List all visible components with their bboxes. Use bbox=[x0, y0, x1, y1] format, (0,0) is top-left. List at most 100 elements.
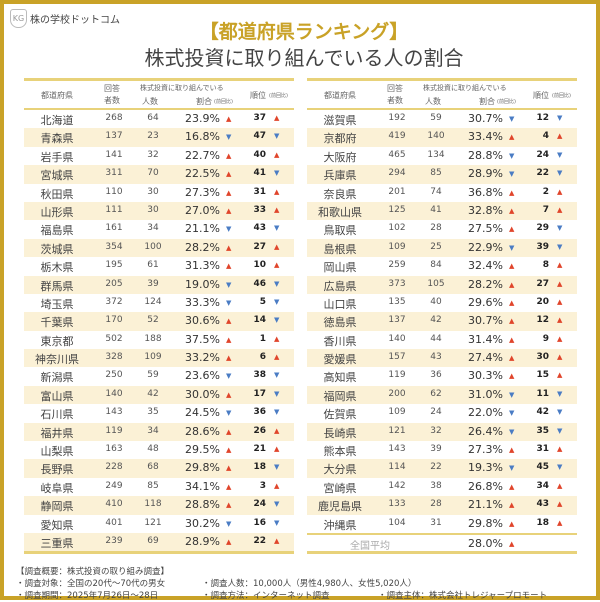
answer-count: 195 bbox=[105, 260, 123, 271]
prefecture-name: 大分県 bbox=[323, 463, 357, 477]
ratio-up-arrow-icon: ▲ bbox=[509, 446, 515, 455]
prefecture-name: 佐賀県 bbox=[323, 408, 357, 422]
investor-ratio: 33.4% bbox=[468, 130, 503, 144]
answer-count: 294 bbox=[388, 168, 406, 179]
rank: 26 bbox=[253, 425, 266, 436]
col-people: 人数 bbox=[425, 97, 441, 106]
rank-down-arrow-icon: ▼ bbox=[274, 169, 280, 178]
investor-count: 85 bbox=[430, 168, 442, 179]
investor-count: 38 bbox=[430, 480, 442, 491]
prefecture-name: 香川県 bbox=[323, 334, 357, 348]
col-ratio-note: (前回比) bbox=[497, 99, 516, 105]
rank: 45 bbox=[536, 462, 549, 473]
rank-up-arrow-icon: ▲ bbox=[557, 187, 563, 196]
answer-count: 192 bbox=[388, 113, 406, 123]
rank: 46 bbox=[253, 278, 266, 289]
ratio-down-arrow-icon: ▼ bbox=[226, 409, 232, 418]
investor-count: 42 bbox=[147, 388, 159, 399]
investor-ratio: 30.0% bbox=[185, 387, 220, 401]
table-row: 福島県 161 34 21.1% ▼ 43 ▼ bbox=[24, 220, 294, 238]
ratio-down-arrow-icon: ▼ bbox=[509, 170, 515, 179]
ratio-down-arrow-icon: ▼ bbox=[509, 390, 515, 399]
investor-count: 62 bbox=[430, 388, 442, 399]
table-row: 岐阜県 249 85 34.1% ▲ 3 ▲ bbox=[24, 478, 294, 496]
prefecture-name: 栃木県 bbox=[40, 261, 74, 275]
ratio-up-arrow-icon: ▲ bbox=[509, 354, 515, 363]
rank: 27 bbox=[253, 241, 266, 252]
answer-count: 114 bbox=[388, 462, 406, 473]
prefecture-name: 富山県 bbox=[40, 389, 74, 403]
ratio-up-arrow-icon: ▲ bbox=[226, 317, 232, 326]
table-row: 鹿児島県 133 28 21.1% ▲ 43 ▲ bbox=[307, 496, 577, 515]
prefecture-name: 山口県 bbox=[323, 297, 357, 311]
investor-count: 124 bbox=[144, 296, 162, 307]
answer-count: 268 bbox=[105, 113, 123, 123]
investor-count: 74 bbox=[430, 186, 442, 197]
investor-ratio: 32.8% bbox=[468, 203, 503, 217]
rank-down-arrow-icon: ▼ bbox=[557, 463, 563, 472]
rank-up-arrow-icon: ▲ bbox=[557, 445, 563, 454]
rank-up-arrow-icon: ▲ bbox=[274, 114, 280, 122]
ratio-up-arrow-icon: ▲ bbox=[509, 298, 515, 307]
ratio-up-arrow-icon: ▲ bbox=[226, 262, 232, 271]
investor-count: 41 bbox=[430, 204, 442, 215]
answer-count: 143 bbox=[388, 444, 406, 455]
investor-count: 28 bbox=[430, 223, 442, 234]
answer-count: 372 bbox=[105, 296, 123, 307]
survey-method: ・調査方法：インターネット調査 bbox=[202, 591, 330, 601]
answer-count: 121 bbox=[388, 425, 406, 436]
answer-count: 157 bbox=[388, 352, 406, 363]
col-pref: 都道府県 bbox=[41, 91, 73, 100]
answer-count: 142 bbox=[388, 480, 406, 491]
rank-down-arrow-icon: ▼ bbox=[274, 518, 280, 527]
table-row: 愛媛県 157 43 27.4% ▲ 30 ▲ bbox=[307, 349, 577, 368]
rank: 20 bbox=[536, 296, 549, 307]
rank-down-arrow-icon: ▼ bbox=[557, 389, 563, 398]
ratio-up-arrow-icon: ▲ bbox=[509, 262, 515, 271]
ratio-up-arrow-icon: ▲ bbox=[226, 390, 232, 399]
rank: 3 bbox=[259, 480, 266, 491]
answer-count: 119 bbox=[388, 370, 406, 381]
col-answers-1: 回答 bbox=[104, 84, 120, 93]
table-row: 高知県 119 36 30.3% ▲ 15 ▲ bbox=[307, 367, 577, 385]
ratio-up-arrow-icon: ▲ bbox=[226, 482, 232, 491]
table-row: 和歌山県 125 41 32.8% ▲ 7 ▲ bbox=[307, 201, 577, 221]
prefecture-name: 愛知県 bbox=[40, 518, 74, 532]
rank-up-arrow-icon: ▲ bbox=[274, 334, 280, 343]
ratio-down-arrow-icon: ▼ bbox=[509, 427, 515, 436]
investor-ratio: 23.6% bbox=[185, 369, 220, 383]
investor-ratio: 22.5% bbox=[185, 167, 220, 181]
prefecture-name: 福島県 bbox=[40, 224, 74, 238]
answer-count: 104 bbox=[388, 517, 406, 528]
rank: 24 bbox=[536, 149, 549, 160]
rank-down-arrow-icon: ▼ bbox=[557, 224, 563, 233]
investor-count: 85 bbox=[147, 480, 159, 491]
investor-count: 69 bbox=[147, 535, 159, 546]
table-row: 香川県 140 44 31.4% ▲ 9 ▲ bbox=[307, 331, 577, 349]
logo: KG 株の学校ドットコム bbox=[10, 9, 120, 28]
rank: 47 bbox=[253, 131, 266, 142]
answer-count: 102 bbox=[388, 223, 406, 234]
investor-count: 43 bbox=[430, 352, 442, 363]
rank: 7 bbox=[542, 204, 549, 215]
table-row: 千葉県 170 52 30.6% ▲ 14 ▼ bbox=[24, 312, 294, 331]
prefecture-name: 宮崎県 bbox=[323, 481, 357, 495]
prefecture-name: 静岡県 bbox=[40, 500, 74, 514]
rank-up-arrow-icon: ▲ bbox=[557, 353, 563, 362]
investor-ratio: 19.3% bbox=[468, 461, 503, 475]
rank: 39 bbox=[536, 241, 549, 252]
ratio-up-arrow-icon: ▲ bbox=[226, 243, 232, 252]
answer-count: 141 bbox=[105, 149, 123, 160]
rank-down-arrow-icon: ▼ bbox=[274, 463, 280, 472]
table-row: 長崎県 121 32 26.4% ▼ 35 ▼ bbox=[307, 422, 577, 442]
prefecture-name: 兵庫県 bbox=[323, 169, 357, 183]
investor-ratio: 29.8% bbox=[468, 516, 503, 530]
table-row: 北海道 268 64 23.9% ▲ 37 ▲ bbox=[24, 110, 294, 128]
investor-count: 34 bbox=[147, 223, 159, 234]
prefecture-name: 高知県 bbox=[323, 371, 357, 385]
investor-ratio: 28.9% bbox=[185, 534, 220, 548]
rank-up-arrow-icon: ▲ bbox=[557, 316, 563, 325]
ranking-table-right: 都道府県 回答 者数 株式投資に取り組んでいる 人数 割合 (前回比) 順位 (前回比) 滋賀県 1… bbox=[307, 78, 577, 555]
table-row: 福岡県 200 62 31.0% ▼ 11 ▼ bbox=[307, 385, 577, 405]
prefecture-name: 神奈川県 bbox=[35, 353, 79, 367]
